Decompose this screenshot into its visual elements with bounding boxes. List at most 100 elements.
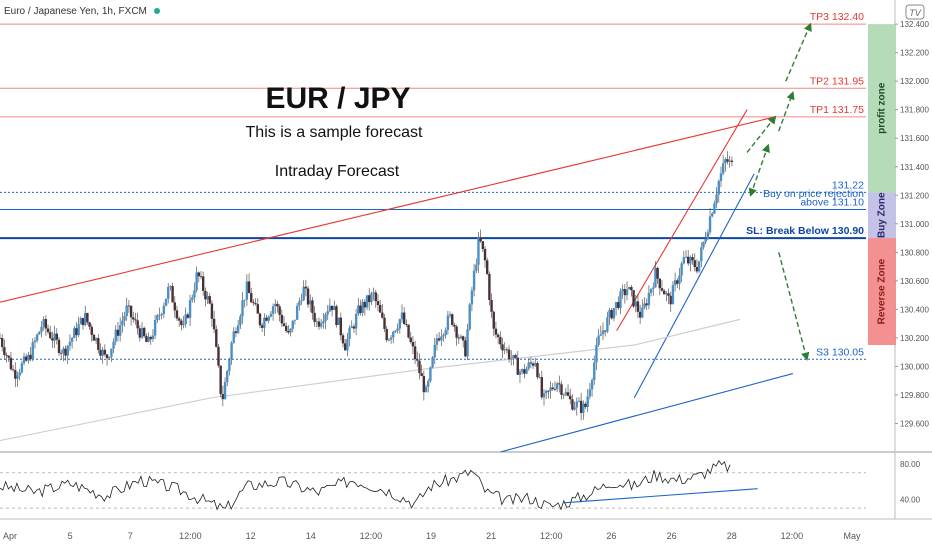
- tradingview-logo[interactable]: TV: [905, 4, 925, 20]
- candle-body: [289, 328, 292, 333]
- candle-body: [612, 308, 616, 319]
- trendlines-layer: [0, 109, 793, 453]
- candle-body: [453, 324, 456, 327]
- candle-body: [116, 329, 120, 336]
- candle-body: [719, 173, 723, 182]
- candle-body: [647, 292, 651, 306]
- candle-body: [464, 340, 467, 357]
- candle-body: [514, 355, 517, 358]
- candle-body: [156, 315, 159, 321]
- candle-body: [337, 317, 340, 325]
- candle-body: [309, 300, 312, 305]
- candle-body: [322, 321, 325, 324]
- logo-text: TV: [909, 8, 921, 18]
- forecast-arrow-1: [748, 143, 770, 197]
- candle-body: [435, 338, 439, 345]
- candle-body: [164, 298, 168, 306]
- candle-body: [149, 336, 152, 340]
- arrows-layer: [746, 22, 812, 361]
- trendline-2: [633, 173, 755, 399]
- candle-body: [14, 370, 17, 379]
- candle-body: [212, 318, 216, 330]
- candle-body: [389, 337, 393, 340]
- candle-body: [542, 393, 546, 398]
- candle-body: [455, 326, 458, 338]
- candle-body: [630, 286, 633, 291]
- candle-body: [400, 312, 404, 320]
- time-tick-label: Apr: [3, 531, 17, 541]
- candle-body: [558, 383, 561, 385]
- candle-body: [197, 272, 201, 277]
- price-tick-label: 132.400: [900, 20, 929, 29]
- trendline-0: [0, 116, 776, 303]
- candle-body: [660, 288, 664, 291]
- candle-body: [173, 302, 176, 311]
- candle-body: [427, 380, 430, 387]
- candle-body: [247, 281, 251, 294]
- candle-body: [634, 301, 637, 307]
- candle-body: [352, 326, 356, 329]
- time-tick-label: 26: [606, 531, 616, 541]
- candle-body: [129, 305, 133, 318]
- candle-body: [402, 312, 406, 324]
- candle-body: [601, 330, 605, 335]
- rsi-line: [0, 459, 731, 511]
- candle-body: [243, 299, 246, 301]
- candle-body: [711, 213, 714, 217]
- candle-body: [62, 348, 65, 354]
- candle-body: [440, 336, 443, 341]
- candle-body: [503, 349, 506, 351]
- market-status-icon: [153, 8, 160, 15]
- candle-body: [420, 373, 423, 377]
- candle-body: [370, 293, 373, 303]
- candle-body: [221, 393, 225, 400]
- candle-body: [448, 314, 452, 316]
- candle-body: [597, 335, 600, 345]
- price-tick-label: 131.600: [900, 134, 929, 143]
- candle-body: [472, 270, 476, 291]
- candle-body: [51, 338, 54, 341]
- candle-body: [492, 311, 495, 329]
- candle-body: [271, 306, 275, 314]
- candle-body: [527, 362, 530, 369]
- candle-body: [582, 403, 585, 413]
- time-tick-label: 12: [246, 531, 256, 541]
- candle-body: [112, 341, 115, 349]
- candle-body: [579, 400, 583, 413]
- candle-body: [132, 317, 135, 320]
- candle-body: [689, 257, 692, 264]
- candle-body: [359, 305, 362, 313]
- candle-body: [603, 330, 607, 332]
- zone-label-2: Reverse Zone: [877, 258, 888, 324]
- candle-body: [577, 400, 581, 402]
- candle-body: [700, 247, 703, 262]
- forecast-arrow-2: [778, 91, 795, 132]
- symbol-title[interactable]: Euro / Japanese Yen, 1h, FXCM: [4, 6, 160, 17]
- candle-body: [304, 286, 308, 289]
- candle-body: [466, 329, 469, 357]
- candle-body: [551, 387, 554, 389]
- candle-body: [75, 328, 78, 336]
- time-tick-label: 7: [128, 531, 133, 541]
- candle-body: [680, 263, 683, 276]
- candle-body: [35, 334, 39, 341]
- candle-body: [656, 267, 659, 279]
- candle-body: [669, 295, 672, 305]
- candle-body: [42, 319, 45, 327]
- chart-subtitle: This is a sample forecast: [246, 124, 424, 141]
- candle-body: [217, 346, 220, 366]
- candle-body: [219, 365, 222, 394]
- candle-body: [339, 317, 343, 336]
- candle-body: [313, 312, 316, 322]
- candle-body: [140, 327, 144, 338]
- candle-body: [684, 256, 688, 258]
- candle-body: [263, 317, 266, 328]
- trendline-1: [616, 109, 748, 332]
- candle-body: [101, 349, 104, 356]
- level-label-2: TP1 131.75: [810, 104, 864, 116]
- candle-body: [86, 313, 89, 323]
- candle-body: [695, 267, 699, 272]
- candle-body: [470, 290, 474, 305]
